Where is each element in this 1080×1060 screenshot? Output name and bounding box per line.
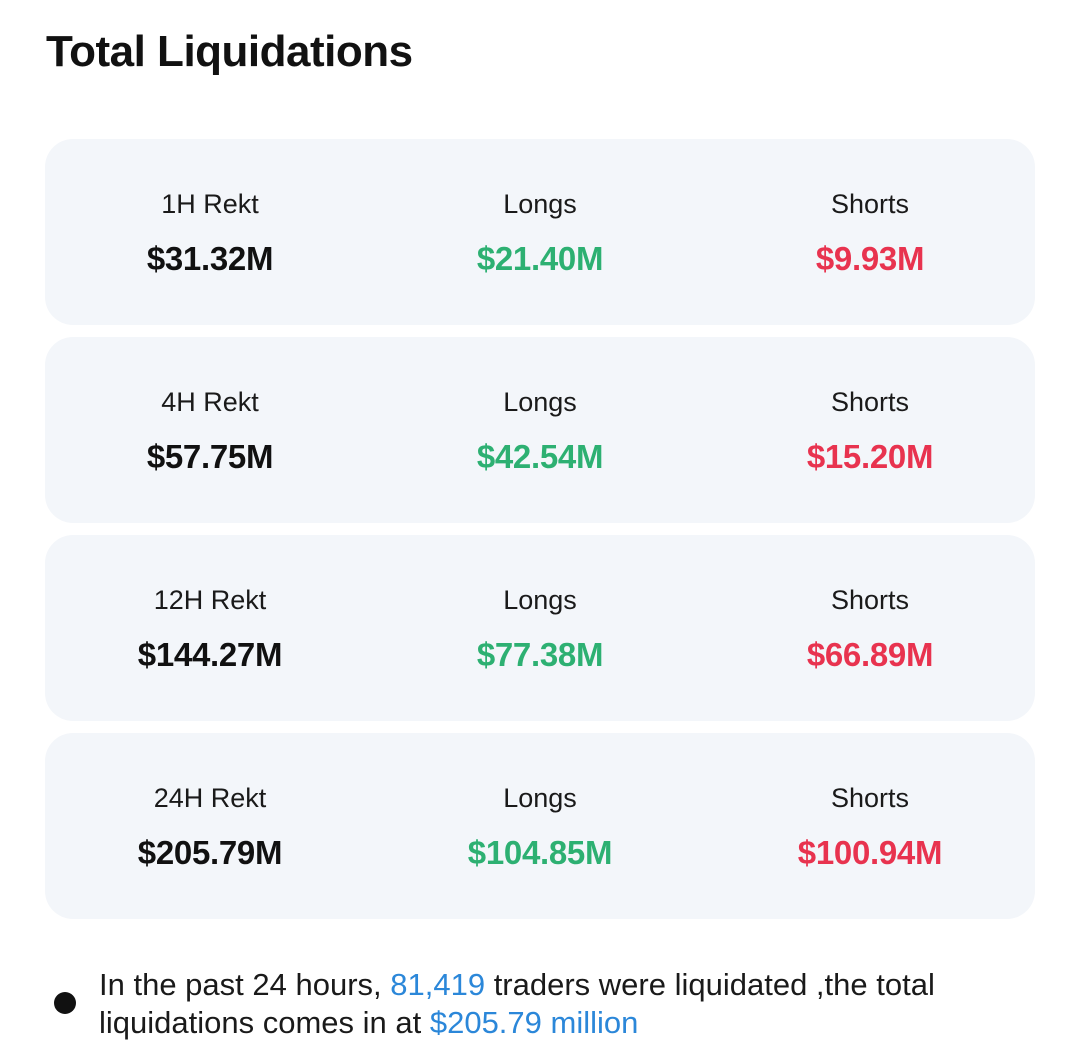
liquidation-cards: 1H Rekt $31.32M Longs $21.40M Shorts $9.… bbox=[45, 139, 1035, 931]
bullet-icon bbox=[54, 992, 76, 1014]
shorts-label: Shorts bbox=[830, 387, 910, 417]
shorts-column: Shorts $9.93M bbox=[705, 139, 1035, 325]
longs-column: Longs $42.54M bbox=[375, 337, 705, 523]
shorts-column: Shorts $100.94M bbox=[705, 733, 1035, 919]
total-value: $57.75M bbox=[146, 438, 274, 475]
period-label: 12H Rekt bbox=[153, 585, 267, 615]
period-label: 24H Rekt bbox=[153, 783, 267, 813]
shorts-label: Shorts bbox=[830, 189, 910, 219]
period-label: 1H Rekt bbox=[161, 189, 259, 219]
longs-label: Longs bbox=[503, 189, 577, 219]
total-value: $205.79M bbox=[137, 834, 283, 871]
total-column: 12H Rekt $144.27M bbox=[45, 535, 375, 721]
shorts-value: $66.89M bbox=[806, 636, 934, 673]
total-value: $31.32M bbox=[146, 240, 274, 277]
shorts-value: $9.93M bbox=[815, 240, 925, 277]
total-column: 4H Rekt $57.75M bbox=[45, 337, 375, 523]
shorts-label: Shorts bbox=[830, 783, 910, 813]
shorts-value: $15.20M bbox=[806, 438, 934, 475]
longs-label: Longs bbox=[503, 585, 577, 615]
longs-column: Longs $77.38M bbox=[375, 535, 705, 721]
shorts-value: $100.94M bbox=[797, 834, 943, 871]
longs-value: $21.40M bbox=[476, 240, 604, 277]
page-title: Total Liquidations bbox=[46, 27, 413, 76]
total-column: 1H Rekt $31.32M bbox=[45, 139, 375, 325]
longs-column: Longs $21.40M bbox=[375, 139, 705, 325]
card-1h: 1H Rekt $31.32M Longs $21.40M Shorts $9.… bbox=[45, 139, 1035, 325]
summary-text-part-2: traders were liquidated ,the total liqui… bbox=[99, 967, 935, 1040]
card-4h: 4H Rekt $57.75M Longs $42.54M Shorts $15… bbox=[45, 337, 1035, 523]
summary-text: In the past 24 hours, 81,419 traders wer… bbox=[99, 966, 999, 1042]
longs-value: $104.85M bbox=[467, 834, 613, 871]
period-label: 4H Rekt bbox=[161, 387, 259, 417]
shorts-column: Shorts $15.20M bbox=[705, 337, 1035, 523]
longs-value: $77.38M bbox=[476, 636, 604, 673]
card-24h: 24H Rekt $205.79M Longs $104.85M Shorts … bbox=[45, 733, 1035, 919]
card-12h: 12H Rekt $144.27M Longs $77.38M Shorts $… bbox=[45, 535, 1035, 721]
shorts-label: Shorts bbox=[830, 585, 910, 615]
longs-label: Longs bbox=[503, 387, 577, 417]
shorts-column: Shorts $66.89M bbox=[705, 535, 1035, 721]
total-value: $144.27M bbox=[137, 636, 283, 673]
summary-text-part-1: In the past 24 hours, bbox=[99, 967, 391, 1002]
longs-label: Longs bbox=[503, 783, 577, 813]
total-amount: $205.79 million bbox=[429, 1005, 639, 1040]
traders-count: 81,419 bbox=[390, 967, 486, 1002]
longs-column: Longs $104.85M bbox=[375, 733, 705, 919]
longs-value: $42.54M bbox=[476, 438, 604, 475]
total-column: 24H Rekt $205.79M bbox=[45, 733, 375, 919]
